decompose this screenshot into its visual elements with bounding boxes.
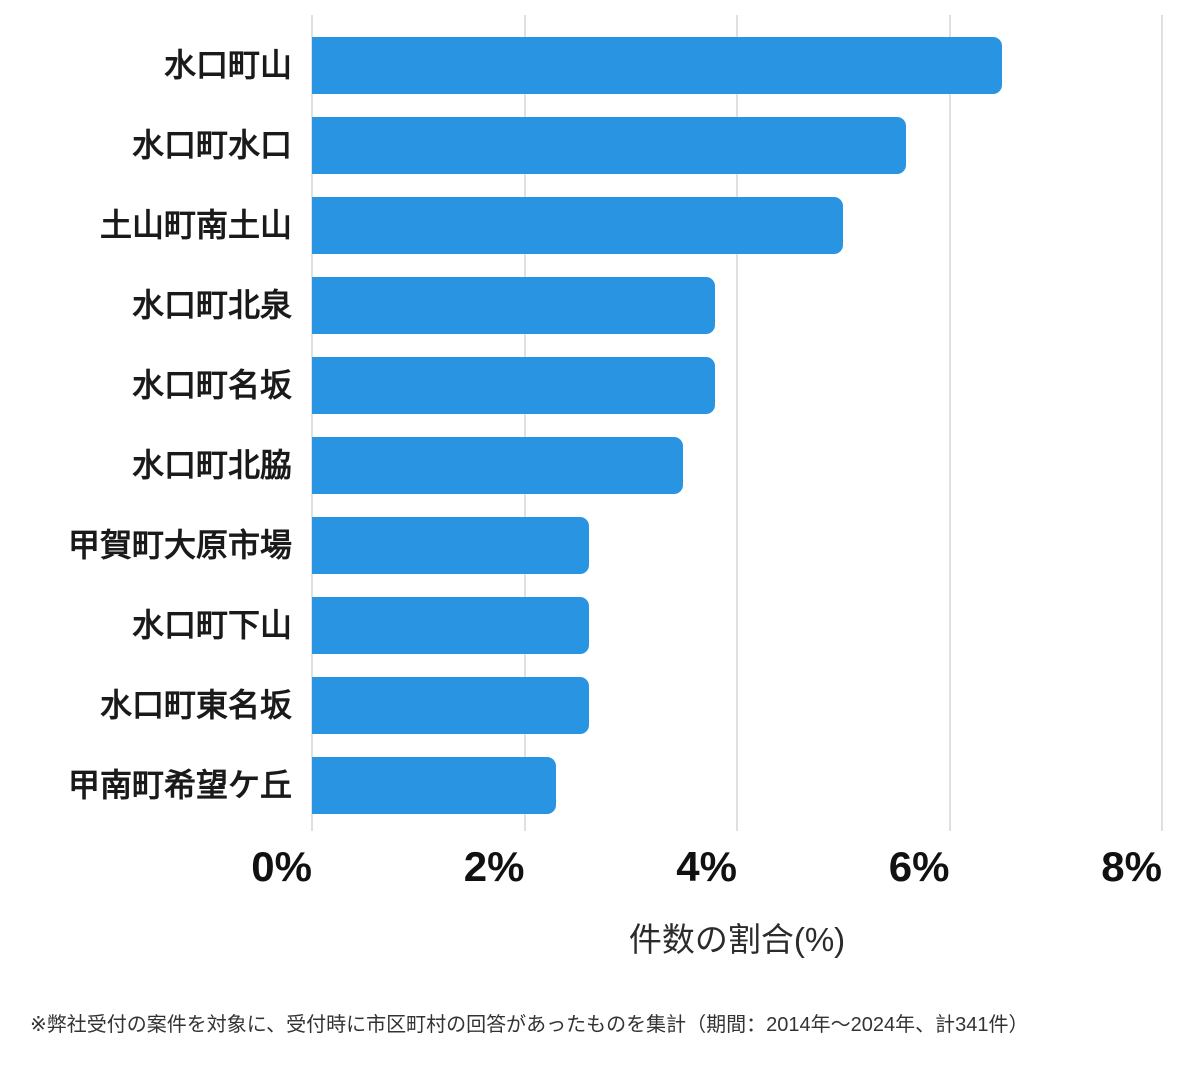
plot-area bbox=[311, 15, 1163, 831]
bar bbox=[312, 117, 906, 174]
x-axis-tick: 0% bbox=[251, 843, 312, 890]
category-label: 水口町下山 bbox=[131, 607, 292, 643]
x-axis-title: 件数の割合(%) bbox=[628, 921, 846, 958]
bar bbox=[312, 677, 590, 734]
bar bbox=[312, 597, 590, 654]
bar bbox=[312, 357, 715, 414]
category-label: 水口町山 bbox=[163, 47, 292, 83]
gridline bbox=[736, 15, 738, 831]
category-label: 水口町水口 bbox=[131, 127, 292, 163]
bar bbox=[312, 437, 683, 494]
bar bbox=[312, 37, 1002, 94]
category-label: 甲賀町大原市場 bbox=[67, 527, 292, 563]
gridline bbox=[311, 15, 313, 831]
x-axis-tick: 8% bbox=[1101, 843, 1162, 890]
bar bbox=[312, 757, 557, 814]
bar bbox=[312, 197, 844, 254]
gridline bbox=[523, 15, 526, 831]
category-label: 水口町北脇 bbox=[131, 447, 292, 483]
x-axis-tick: 4% bbox=[676, 843, 737, 890]
category-label: 水口町名坂 bbox=[131, 367, 292, 403]
footnote: ※弊社受付の案件を対象に、受付時に市区町村の回答があったものを集計（期間：201… bbox=[30, 1014, 1029, 1036]
x-axis-tick: 2% bbox=[463, 843, 525, 890]
bar bbox=[312, 517, 590, 574]
x-axis-tick: 6% bbox=[888, 843, 950, 890]
bar bbox=[312, 277, 715, 334]
category-label: 水口町東名坂 bbox=[99, 687, 292, 723]
gridline bbox=[948, 15, 951, 831]
category-label: 水口町北泉 bbox=[131, 287, 292, 323]
category-label: 土山町南土山 bbox=[99, 207, 292, 243]
gridline bbox=[1161, 15, 1163, 831]
category-label: 甲南町希望ケ丘 bbox=[67, 767, 292, 803]
